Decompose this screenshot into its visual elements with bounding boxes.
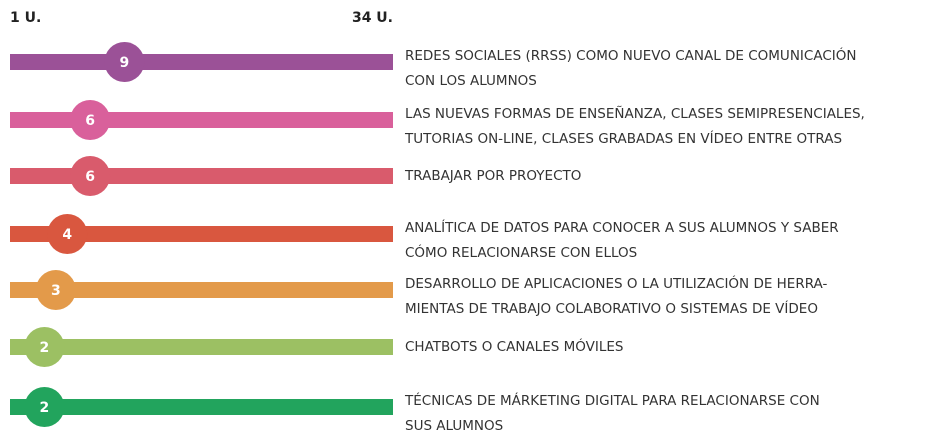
value-dot: [24, 327, 65, 367]
value-label: 4: [62, 227, 72, 243]
x-tick-label: 1 U.: [10, 10, 41, 26]
category-label: DESARROLLO DE APLICACIONES O LA UTILIZAC…: [405, 274, 827, 292]
category-label: MIENTAS DE TRABAJO COLABORATIVO O SISTEM…: [405, 300, 818, 317]
value-dot: [70, 156, 111, 196]
value-label: 3: [51, 283, 61, 299]
bar: [10, 399, 393, 415]
category-label: TUTORIAS ON-LINE, CLASES GRABADAS EN VÍD…: [404, 130, 842, 147]
bar: [10, 226, 393, 242]
category-label: CÓMO RELACIONARSE CON ELLOS: [405, 243, 637, 261]
category-label: REDES SOCIALES (RRSS) COMO NUEVO CANAL D…: [405, 46, 856, 64]
category-label: ANALÍTICA DE DATOS PARA CONOCER A SUS AL…: [405, 219, 839, 236]
bar: [10, 54, 393, 70]
category-label: TÉCNICAS DE MÁRKETING DIGITAL PARA RELAC…: [404, 392, 820, 409]
value-label: 2: [40, 400, 50, 416]
value-label: 2: [40, 340, 50, 356]
category-label: CON LOS ALUMNOS: [405, 73, 537, 89]
category-label: CHATBOTS O CANALES MÓVILES: [405, 337, 623, 355]
x-tick-label: 34 U.: [352, 10, 393, 26]
value-label: 9: [120, 55, 130, 71]
bar: [10, 112, 393, 128]
bar: [10, 282, 393, 298]
bar: [10, 168, 393, 184]
value-dot: [47, 214, 88, 254]
value-dot: [70, 100, 111, 140]
bar: [10, 339, 393, 355]
category-label: TRABAJAR POR PROYECTO: [404, 168, 581, 184]
value-dot: [35, 270, 76, 310]
category-label: LAS NUEVAS FORMAS DE ENSEÑANZA, CLASES S…: [405, 105, 865, 122]
value-dot: [104, 42, 145, 82]
category-label: SUS ALUMNOS: [405, 418, 503, 431]
value-label: 6: [85, 169, 95, 185]
value-label: 6: [85, 113, 95, 129]
value-dot: [24, 387, 65, 427]
